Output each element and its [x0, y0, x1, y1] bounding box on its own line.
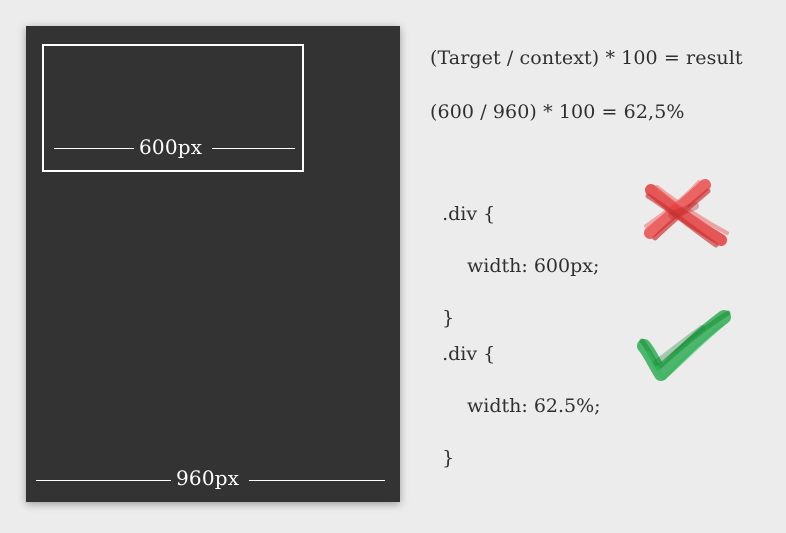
- code-example-correct: .div { width: 62.5%; }: [430, 315, 601, 471]
- code-declaration-line: width: 62.5%;: [467, 395, 601, 417]
- code-selector-line: .div {: [442, 203, 496, 225]
- inner-width-line-right: [212, 148, 295, 149]
- code-closing-line: }: [442, 307, 455, 329]
- code-declaration-line: width: 600px;: [467, 255, 600, 277]
- red-cross-icon: [644, 179, 729, 248]
- formula-example: (600 / 960) * 100 = 62,5%: [430, 101, 685, 123]
- inner-600-box: 600px: [42, 44, 304, 172]
- formula-general: (Target / context) * 100 = result: [430, 47, 743, 69]
- outer-width-line-left: [36, 480, 171, 481]
- code-example-wrong: .div { width: 600px; }: [430, 175, 599, 331]
- outer-width-label: 960px: [176, 466, 240, 490]
- green-check-icon: [637, 310, 731, 381]
- outer-width-line-right: [249, 480, 385, 481]
- container-960-box: 600px 960px: [26, 26, 400, 502]
- inner-width-line-left: [54, 148, 134, 149]
- code-selector-line: .div {: [442, 343, 496, 365]
- inner-width-label: 600px: [139, 135, 203, 159]
- code-closing-line: }: [442, 447, 455, 469]
